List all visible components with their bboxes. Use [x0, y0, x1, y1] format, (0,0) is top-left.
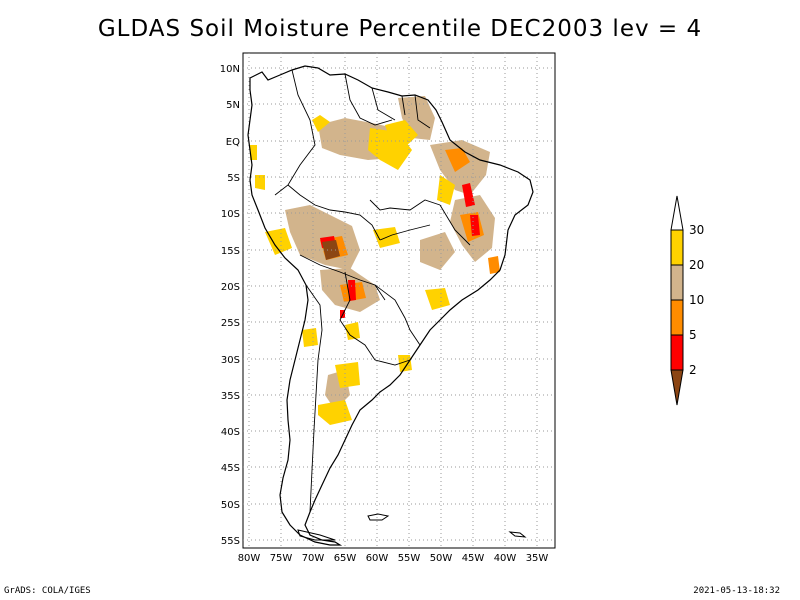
colorbar-label: 2: [689, 363, 697, 377]
lat-label: 5S: [227, 173, 240, 184]
map-frame: [242, 52, 556, 549]
colorbar-bottom-arrow: [670, 369, 684, 406]
lon-axis: 80W 75W 70W 65W 60W 55W 50W 45W 40W 35W: [238, 553, 549, 564]
lon-label: 35W: [526, 553, 549, 564]
lon-label: 65W: [334, 553, 357, 564]
lat-label: 55S: [221, 536, 240, 547]
colorbar-top-arrow: [670, 195, 684, 231]
lat-label: 25S: [221, 318, 240, 329]
lat-label: 10S: [221, 209, 240, 220]
footer-credit: GrADS: COLA/IGES: [4, 586, 91, 596]
colorbar-label: 30: [689, 223, 704, 237]
lon-label: 75W: [270, 553, 293, 564]
color-bar: 30 20 10 5 2: [670, 195, 704, 406]
colorbar-bin-20-30: [670, 229, 684, 266]
lon-label: 55W: [398, 553, 421, 564]
country-borders: [274, 69, 471, 513]
lat-label: 5N: [226, 100, 240, 111]
footer-timestamp: 2021-05-13-18:32: [693, 586, 780, 596]
colorbar-label: 10: [689, 293, 704, 307]
lon-label: 50W: [430, 553, 453, 564]
colorbar-label: 20: [689, 258, 704, 272]
lat-label: 15S: [221, 246, 240, 257]
colorbar-bin-10-20: [670, 264, 684, 301]
colorbar-bin-5-10: [670, 299, 684, 336]
lat-label: 35S: [221, 391, 240, 402]
lat-label: 50S: [221, 500, 240, 511]
lon-label: 45W: [462, 553, 485, 564]
islands: [297, 513, 527, 541]
colorbar-label: 5: [689, 328, 697, 342]
lon-label: 40W: [494, 553, 517, 564]
lon-label: 60W: [366, 553, 389, 564]
lat-label: 20S: [221, 282, 240, 293]
lat-label: EQ: [226, 137, 240, 148]
map-title: GLDAS Soil Moisture Percentile DEC2003 l…: [97, 16, 703, 42]
colorbar-bin-2-5: [670, 334, 684, 371]
lat-label: 30S: [221, 355, 240, 366]
lat-label: 45S: [221, 463, 240, 474]
lon-label: 70W: [302, 553, 325, 564]
lat-label: 40S: [221, 427, 240, 438]
lat-label: 10N: [220, 64, 240, 75]
lat-axis: 10N 5N EQ 5S 10S 15S 20S 25S 30S 35S 40S…: [220, 64, 240, 547]
lon-label: 80W: [238, 553, 261, 564]
